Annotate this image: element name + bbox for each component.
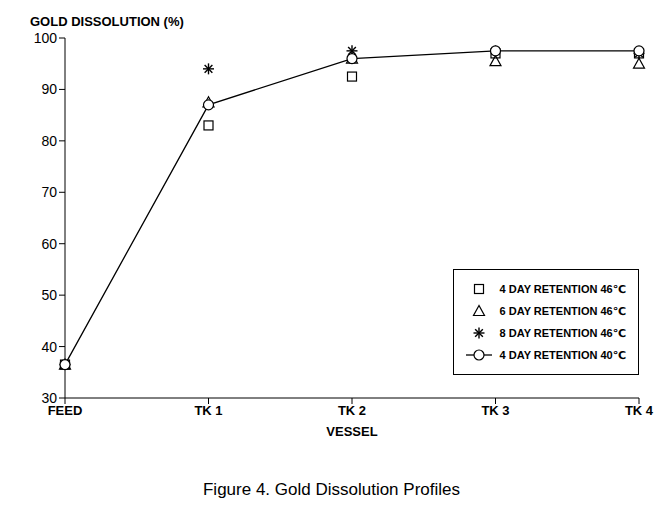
html-text:6 DAY RETENTION 46℃: 6 DAY RETENTION 46℃: [499, 304, 626, 317]
svg-text:TK 4: TK 4: [625, 403, 654, 418]
html-text:8 DAY RETENTION 46℃: 8 DAY RETENTION 46℃: [499, 326, 626, 339]
html-text:GOLD DISSOLUTION (%): GOLD DISSOLUTION (%): [30, 14, 184, 29]
svg-text:TK 3: TK 3: [481, 403, 509, 418]
svg-text:TK 2: TK 2: [338, 403, 366, 418]
svg-text:40: 40: [41, 339, 57, 355]
svg-text:100: 100: [34, 30, 58, 46]
svg-text:30: 30: [41, 390, 57, 406]
html-text:4 DAY RETENTION 40℃: 4 DAY RETENTION 40℃: [499, 348, 626, 361]
svg-text:TK 1: TK 1: [194, 403, 222, 418]
svg-text:80: 80: [41, 133, 57, 149]
svg-text:VESSEL: VESSEL: [326, 424, 377, 439]
html-text:4 DAY RETENTION 46℃: 4 DAY RETENTION 46℃: [499, 282, 626, 295]
svg-text:FEED: FEED: [47, 403, 83, 419]
svg-text:50: 50: [41, 287, 57, 303]
svg-text:90: 90: [41, 81, 57, 97]
html-text:Figure 4. Gold Dissolution Pro: Figure 4. Gold Dissolution Profiles: [203, 480, 460, 499]
svg-text:70: 70: [41, 184, 57, 200]
svg-text:60: 60: [41, 236, 57, 252]
